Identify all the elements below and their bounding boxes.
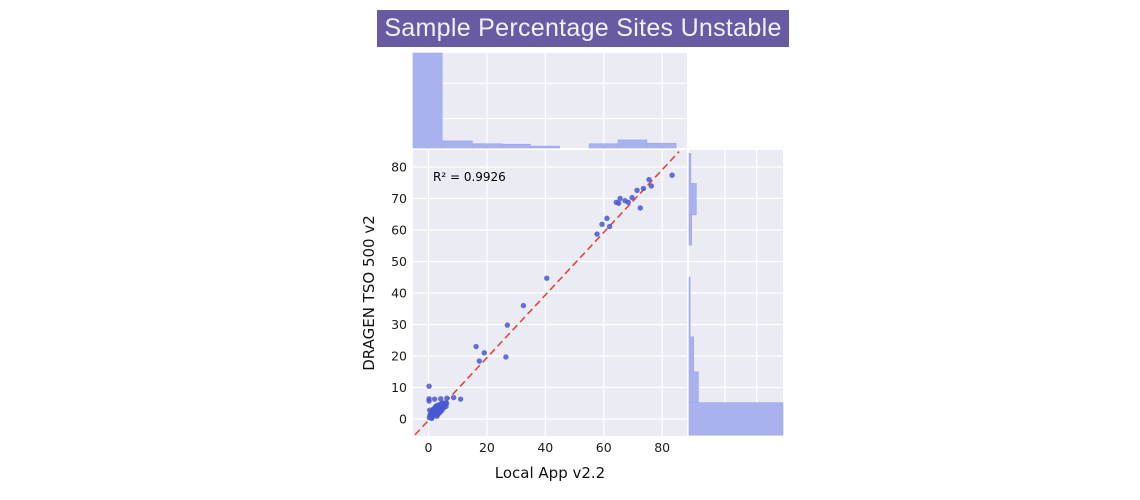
scatter-point: [520, 302, 527, 309]
scatter-point: [428, 415, 435, 422]
scatter-point: [594, 231, 600, 237]
y-hist-bar: [688, 402, 784, 436]
x-hist-bar: [530, 145, 560, 149]
y-tick-label: 20: [391, 348, 407, 363]
r-squared-annotation: R² = 0.9926: [433, 170, 506, 184]
scatter-point: [443, 400, 450, 406]
y-tick-label: 50: [391, 254, 407, 269]
y-tick-label: 70: [391, 191, 407, 206]
y-tick-label: 80: [391, 160, 407, 175]
y-hist-bar: [688, 371, 699, 403]
scatter-point: [648, 183, 655, 189]
x-hist-bar: [617, 139, 648, 149]
x-hist-bar: [412, 52, 443, 149]
x-hist-bar: [502, 143, 531, 149]
scatter-point: [640, 185, 647, 192]
x-tick-label: 20: [479, 440, 495, 455]
scatter-point: [629, 194, 635, 201]
scatter-point: [450, 394, 457, 401]
scatter-point: [426, 407, 433, 413]
y-tick-label: 30: [391, 317, 407, 332]
scatter-point: [669, 172, 675, 178]
y-hist-bar: [688, 214, 692, 246]
scatter-point: [444, 395, 450, 401]
x-tick-label: 80: [654, 440, 670, 455]
y-tick-label: 10: [391, 380, 407, 395]
y-hist-bar: [688, 183, 697, 216]
scatter-point: [646, 176, 652, 183]
y-hist-bar: [688, 153, 692, 184]
scatter-point: [476, 358, 483, 364]
x-hist-bar: [646, 142, 677, 149]
scatter-point: [457, 396, 464, 402]
scatter-point: [426, 396, 432, 402]
x-axis-title: Local App v2.2: [494, 464, 606, 482]
y-axis-title: DRAGEN TSO 500 v2: [360, 215, 378, 371]
top-marginal-panel: [413, 53, 687, 148]
y-hist-bar: [688, 276, 691, 306]
scatter-point: [625, 199, 631, 205]
x-hist-bar: [588, 143, 619, 149]
scatter-point: [503, 354, 509, 360]
scatter-point: [637, 205, 643, 211]
scatter-point: [606, 223, 613, 230]
scatter-point: [599, 221, 605, 228]
scatter-point: [431, 396, 438, 402]
scatter-point: [426, 383, 432, 389]
x-tick-label: 60: [596, 440, 612, 455]
y-tick-label: 40: [391, 286, 407, 301]
y-hist-bar: [688, 336, 694, 373]
scatter-point: [473, 343, 479, 350]
y-tick-label: 60: [391, 223, 407, 238]
scatter-point: [544, 275, 550, 281]
scatter-point: [615, 200, 622, 206]
scatter-point: [634, 187, 640, 194]
scatter-point: [617, 195, 623, 202]
chart-title: Sample Percentage Sites Unstable: [377, 10, 789, 47]
scatter-point: [481, 350, 487, 356]
regression-line: [414, 151, 680, 436]
y-hist-bar: [688, 305, 691, 338]
scatter-point: [504, 322, 511, 328]
x-tick-label: 0: [425, 440, 433, 455]
x-tick-label: 40: [537, 440, 553, 455]
x-hist-bar: [471, 143, 503, 149]
scatter-point: [434, 413, 440, 419]
x-hist-bar: [441, 140, 473, 149]
scatter-point: [438, 396, 444, 402]
scatter-point: [604, 215, 610, 222]
y-tick-label: 0: [399, 411, 407, 426]
